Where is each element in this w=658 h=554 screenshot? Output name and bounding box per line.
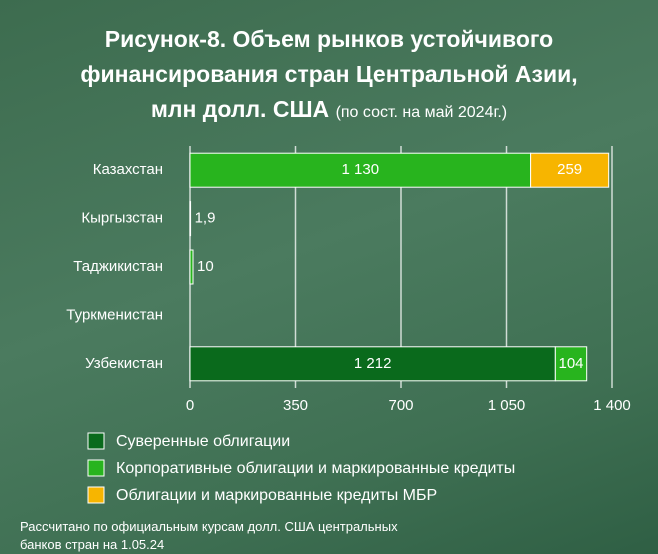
legend-swatch xyxy=(87,432,105,450)
value-label: 10 xyxy=(197,258,214,275)
x-tick-label: 0 xyxy=(186,397,194,414)
bar-segment xyxy=(189,346,556,382)
y-tick-label: Туркменистан xyxy=(66,306,163,323)
chart-subtitle: (по сост. на май 2024г.) xyxy=(335,104,508,121)
value-label: 259 xyxy=(557,161,582,178)
chart-title-block: Рисунок-8. Объем рынков устойчивого фина… xyxy=(60,22,598,130)
value-label: 1 212 xyxy=(354,355,392,372)
legend-label: Корпоративные облигации и маркированные … xyxy=(116,460,515,477)
footnote: Рассчитано по официальным курсам долл. С… xyxy=(20,519,398,552)
chart-title: Рисунок-8. Объем рынков устойчивого фина… xyxy=(80,26,578,122)
y-tick-label: Кыргызстан xyxy=(81,210,163,227)
y-tick-label: Казахстан xyxy=(93,161,163,178)
value-label: 1,9 xyxy=(195,210,216,227)
x-tick-label: 1 400 xyxy=(593,397,631,414)
value-label: 1 130 xyxy=(342,161,380,178)
legend-swatch xyxy=(87,459,105,477)
bar-segment xyxy=(530,152,610,188)
x-tick-label: 1 050 xyxy=(488,397,526,414)
bar-segment xyxy=(189,201,192,237)
value-label: 104 xyxy=(558,355,583,372)
y-tick-label: Таджикистан xyxy=(73,258,163,275)
legend-swatch xyxy=(87,486,105,504)
bar-segment xyxy=(189,249,194,285)
legend-label: Суверенные облигации xyxy=(116,433,290,450)
bar-segment xyxy=(554,346,588,382)
legend-label: Облигации и маркированные кредиты МБР xyxy=(116,487,437,504)
bar-segment xyxy=(189,152,532,188)
x-tick-label: 350 xyxy=(283,397,308,414)
x-tick-label: 700 xyxy=(388,397,413,414)
y-tick-label: Узбекистан xyxy=(85,355,163,372)
